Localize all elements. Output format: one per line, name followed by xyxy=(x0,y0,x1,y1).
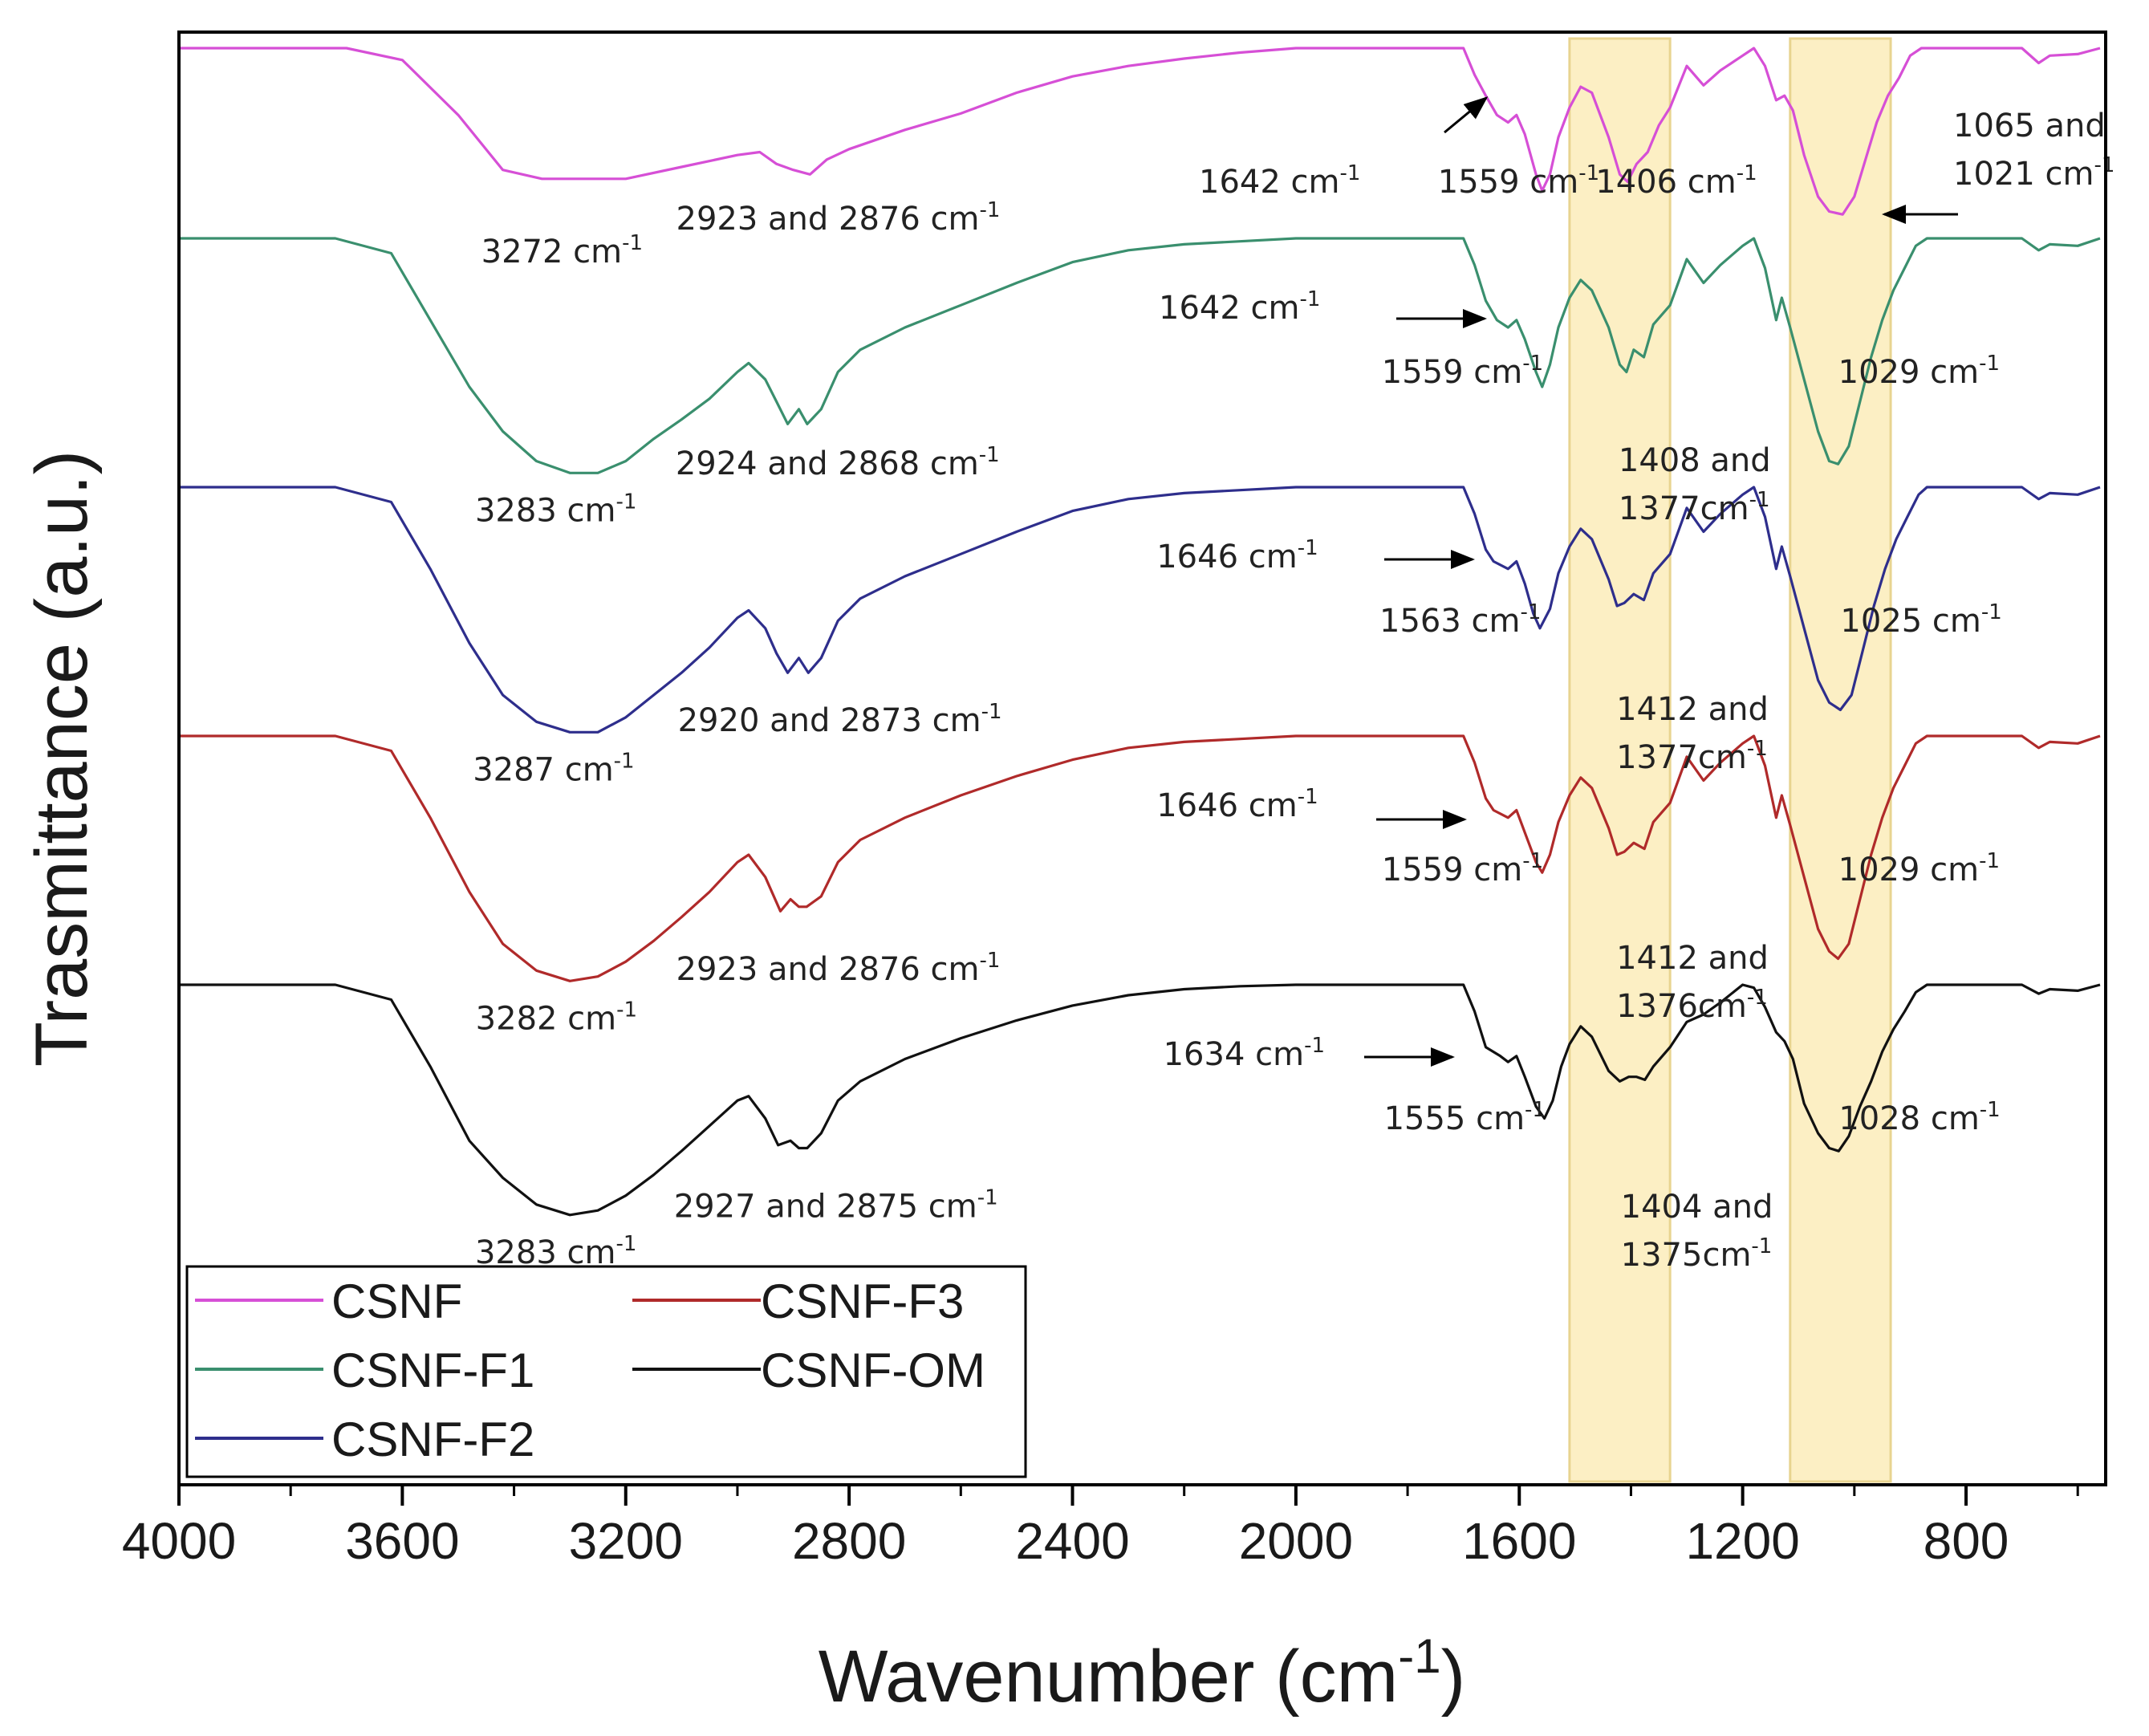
peak-label: 3283 cm-1 xyxy=(475,1232,636,1271)
highlight-band-2 xyxy=(1789,37,1892,1483)
peak-label: 1408 and xyxy=(1619,442,1771,479)
x-tick-label: 2000 xyxy=(1239,1512,1353,1570)
x-axis-title-main: Wavenumber (cm xyxy=(819,1636,1399,1718)
plot-frame xyxy=(177,30,2107,1486)
peak-label: 2923 and 2876 cm-1 xyxy=(676,198,1001,238)
legend-label: CSNF-OM xyxy=(761,1344,985,1397)
x-tick-label: 3200 xyxy=(569,1512,683,1570)
spectra-series xyxy=(179,47,2101,1217)
series-line-csnf-f1 xyxy=(179,237,2101,474)
peak-label: 1646 cm-1 xyxy=(1156,785,1318,824)
peak-label: 1634 cm-1 xyxy=(1164,1034,1325,1073)
peak-label: 1406 cm-1 xyxy=(1595,161,1757,201)
peak-label: 1646 cm-1 xyxy=(1156,536,1318,575)
peak-label: 1021 cm-1 xyxy=(1953,153,2114,193)
peak-label: 3287 cm-1 xyxy=(473,749,634,788)
x-axis-ticks: 4000 3600 3200 2800 2400 2000 1600 1200 800 xyxy=(122,1485,2079,1570)
peak-label: 1559 cm-1 xyxy=(1382,352,1543,391)
peak-label: 1025 cm-1 xyxy=(1840,600,2001,640)
series-line-csnf xyxy=(179,47,2101,216)
peak-label: 1029 cm-1 xyxy=(1838,849,2000,888)
peak-label: 2923 and 2876 cm-1 xyxy=(676,949,1001,988)
peak-label: 3283 cm-1 xyxy=(475,490,636,529)
peak-label: 2927 and 2875 cm-1 xyxy=(674,1185,998,1225)
y-axis-title: Trasmittance (a.u.) xyxy=(21,450,103,1067)
peak-label: 1555 cm-1 xyxy=(1384,1098,1546,1137)
x-tick-label: 2800 xyxy=(792,1512,906,1570)
x-axis-title-superscript: -1 xyxy=(1398,1629,1440,1683)
peak-label: 1412 and xyxy=(1616,940,1769,977)
legend-label: CSNF xyxy=(331,1275,462,1328)
peak-label: 1559 cm-1 xyxy=(1382,849,1543,888)
legend: CSNF CSNF-F1 CSNF-F2 CSNF-F3 CSNF-OM xyxy=(185,1265,1027,1478)
series-line-csnf-f3 xyxy=(179,734,2101,982)
peak-label: 1375cm-1 xyxy=(1621,1234,1773,1274)
peak-label: 1559 cm-1 xyxy=(1438,161,1599,201)
x-tick-label: 1600 xyxy=(1462,1512,1576,1570)
annotation-arrow xyxy=(1444,96,1489,134)
highlight-band-1 xyxy=(1568,37,1672,1483)
series-line-csnf-om xyxy=(179,983,2101,1217)
x-tick-label: 800 xyxy=(1924,1512,2009,1570)
peak-label: 2924 and 2868 cm-1 xyxy=(676,443,1000,482)
legend-label: CSNF-F2 xyxy=(331,1413,534,1466)
peak-label: 1404 and xyxy=(1621,1189,1773,1226)
highlight-bands xyxy=(1568,37,1892,1483)
peak-label: 3272 cm-1 xyxy=(481,231,643,270)
peak-label: 1377cm-1 xyxy=(1619,488,1770,527)
series-line-csnf-f2 xyxy=(179,486,2101,734)
legend-box xyxy=(185,1265,1027,1478)
x-tick-label: 2400 xyxy=(1015,1512,1129,1570)
peak-label: 1412 and xyxy=(1616,691,1769,728)
peak-label: 1642 cm-1 xyxy=(1159,287,1320,327)
x-tick-label: 4000 xyxy=(122,1512,236,1570)
peak-annotations: 3272 cm-1 2923 and 2876 cm-1 1642 cm-1 1559… xyxy=(473,96,2114,1274)
peak-label: 1642 cm-1 xyxy=(1199,161,1360,201)
legend-label: CSNF-F3 xyxy=(761,1275,964,1328)
x-axis-title-close: ) xyxy=(1441,1636,1466,1718)
x-axis-title: Wavenumber (cm-1) xyxy=(819,1629,1466,1718)
peak-label: 1377cm-1 xyxy=(1616,737,1768,776)
x-tick-label: 3600 xyxy=(345,1512,459,1570)
peak-label: 1065 and xyxy=(1953,108,2106,144)
peak-label: 1563 cm-1 xyxy=(1379,600,1541,640)
peak-label: 1376cm-1 xyxy=(1616,986,1768,1025)
legend-label: CSNF-F1 xyxy=(331,1344,534,1397)
peak-label: 1029 cm-1 xyxy=(1838,352,2000,391)
peak-label: 3282 cm-1 xyxy=(476,998,637,1037)
peak-label: 1028 cm-1 xyxy=(1838,1098,2000,1137)
peak-label: 2920 and 2873 cm-1 xyxy=(678,700,1002,739)
x-tick-label: 1200 xyxy=(1685,1512,1799,1570)
